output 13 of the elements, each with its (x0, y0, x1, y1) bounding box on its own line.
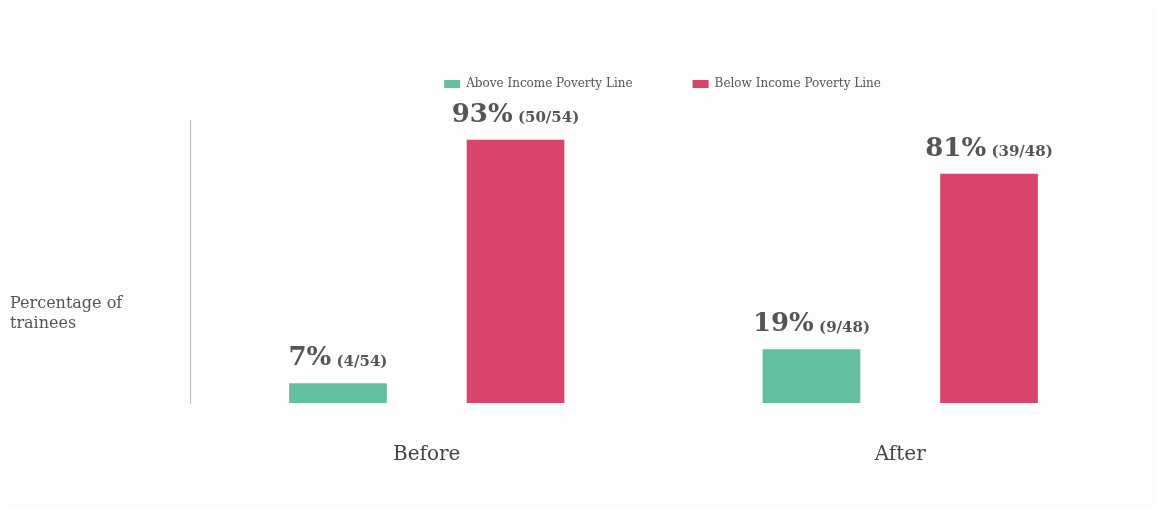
bar (762, 349, 861, 403)
bar (940, 173, 1038, 403)
legend-label: Above Income Poverty Line (465, 76, 633, 91)
bar (289, 383, 387, 403)
bar (466, 139, 565, 403)
legend-label: Below Income Poverty Line (714, 76, 881, 91)
y-axis-title: Percentage of trainees (10, 293, 124, 333)
data-label: 7% (4/54) (288, 340, 388, 371)
x-tick-label: Before (393, 441, 461, 466)
x-tick-label: After (873, 441, 927, 466)
data-label: 81% (39/48) (925, 131, 1053, 162)
data-label: 19% (9/48) (752, 306, 871, 337)
data-label: 93% (50/54) (451, 97, 580, 128)
